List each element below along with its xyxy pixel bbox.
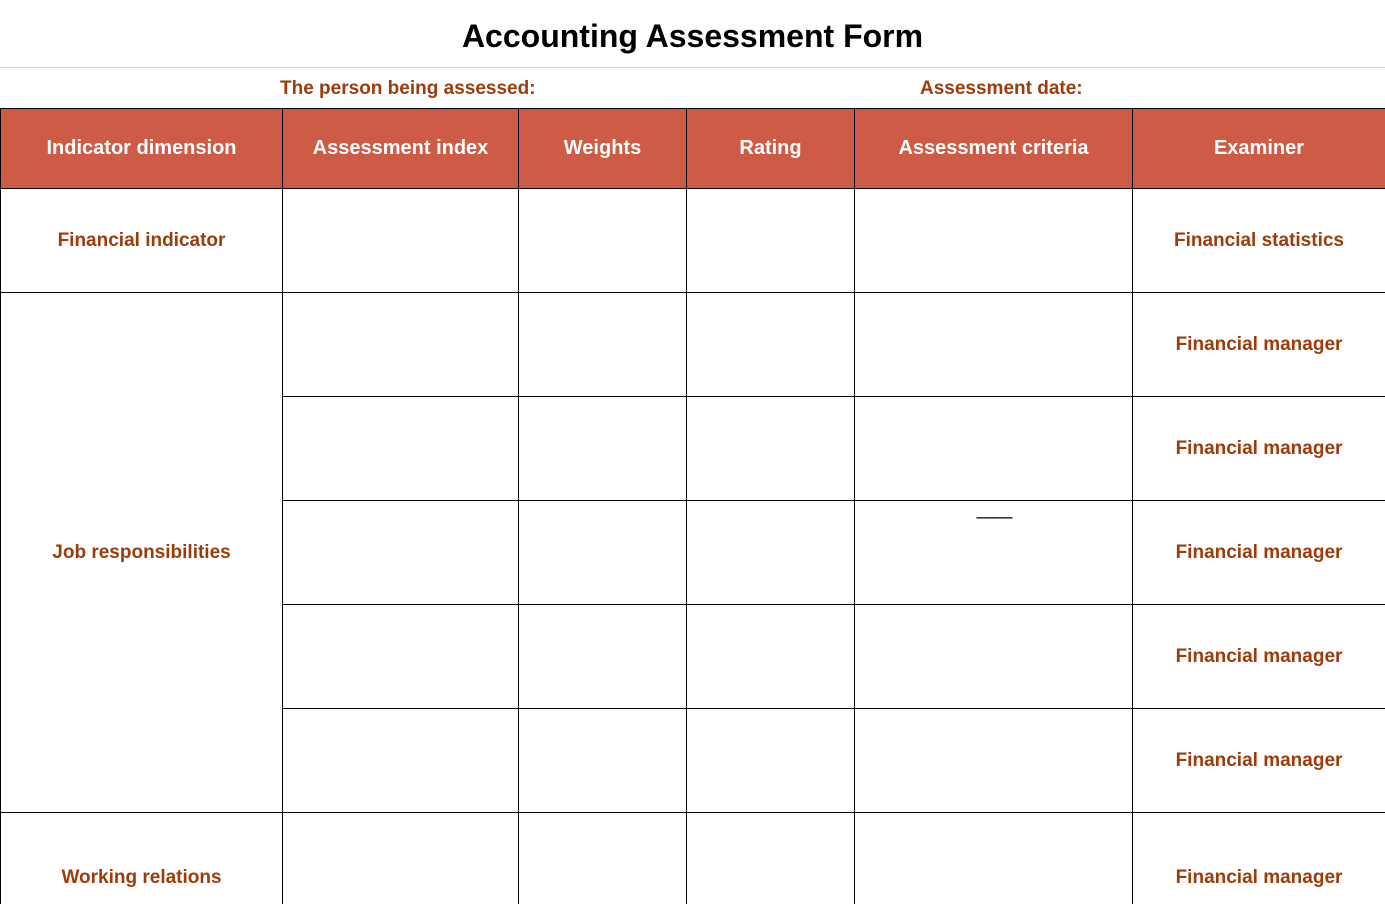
meta-row: The person being assessed: Assessment da… bbox=[0, 68, 1385, 108]
col-weights: Weights bbox=[519, 109, 687, 189]
examiner-cell: Financial manager bbox=[1133, 709, 1385, 813]
col-indicator-dimension: Indicator dimension bbox=[1, 109, 283, 189]
criteria-cell: —— bbox=[855, 501, 1133, 605]
criteria-cell bbox=[855, 397, 1133, 501]
col-examiner: Examiner bbox=[1133, 109, 1385, 189]
weights-cell bbox=[519, 813, 687, 904]
weights-cell bbox=[519, 189, 687, 293]
col-assessment-index: Assessment index bbox=[283, 109, 519, 189]
index-cell bbox=[283, 189, 519, 293]
examiner-cell: Financial statistics bbox=[1133, 189, 1385, 293]
table-header-row: Indicator dimension Assessment index Wei… bbox=[1, 109, 1385, 189]
page-title: Accounting Assessment Form bbox=[0, 0, 1385, 68]
weights-cell bbox=[519, 397, 687, 501]
criteria-cell bbox=[855, 709, 1133, 813]
rating-cell bbox=[687, 189, 855, 293]
examiner-cell: Financial manager bbox=[1133, 397, 1385, 501]
col-assessment-criteria: Assessment criteria bbox=[855, 109, 1133, 189]
rating-cell bbox=[687, 813, 855, 904]
table-row: Working relations Financial manager bbox=[1, 813, 1385, 904]
weights-cell bbox=[519, 501, 687, 605]
rating-cell bbox=[687, 501, 855, 605]
rating-cell bbox=[687, 605, 855, 709]
criteria-cell bbox=[855, 293, 1133, 397]
rating-cell bbox=[687, 709, 855, 813]
examiner-cell: Financial manager bbox=[1133, 501, 1385, 605]
examiner-cell: Financial manager bbox=[1133, 813, 1385, 904]
criteria-cell bbox=[855, 605, 1133, 709]
index-cell bbox=[283, 501, 519, 605]
index-cell bbox=[283, 813, 519, 904]
assessment-table: Indicator dimension Assessment index Wei… bbox=[0, 108, 1385, 904]
criteria-cell bbox=[855, 189, 1133, 293]
assessment-date-label: Assessment date: bbox=[640, 78, 1083, 100]
table-row: Job responsibilities Financial manager bbox=[1, 293, 1385, 397]
examiner-cell: Financial manager bbox=[1133, 293, 1385, 397]
rating-cell bbox=[687, 397, 855, 501]
index-cell bbox=[283, 397, 519, 501]
index-cell bbox=[283, 605, 519, 709]
dimension-cell: Financial indicator bbox=[1, 189, 283, 293]
dimension-cell: Working relations bbox=[1, 813, 283, 904]
rating-cell bbox=[687, 293, 855, 397]
table-row: Financial indicator Financial statistics bbox=[1, 189, 1385, 293]
person-assessed-label: The person being assessed: bbox=[0, 78, 640, 100]
weights-cell bbox=[519, 605, 687, 709]
criteria-cell bbox=[855, 813, 1133, 904]
weights-cell bbox=[519, 709, 687, 813]
index-cell bbox=[283, 293, 519, 397]
dimension-cell: Job responsibilities bbox=[1, 293, 283, 813]
weights-cell bbox=[519, 293, 687, 397]
examiner-cell: Financial manager bbox=[1133, 605, 1385, 709]
col-rating: Rating bbox=[687, 109, 855, 189]
index-cell bbox=[283, 709, 519, 813]
